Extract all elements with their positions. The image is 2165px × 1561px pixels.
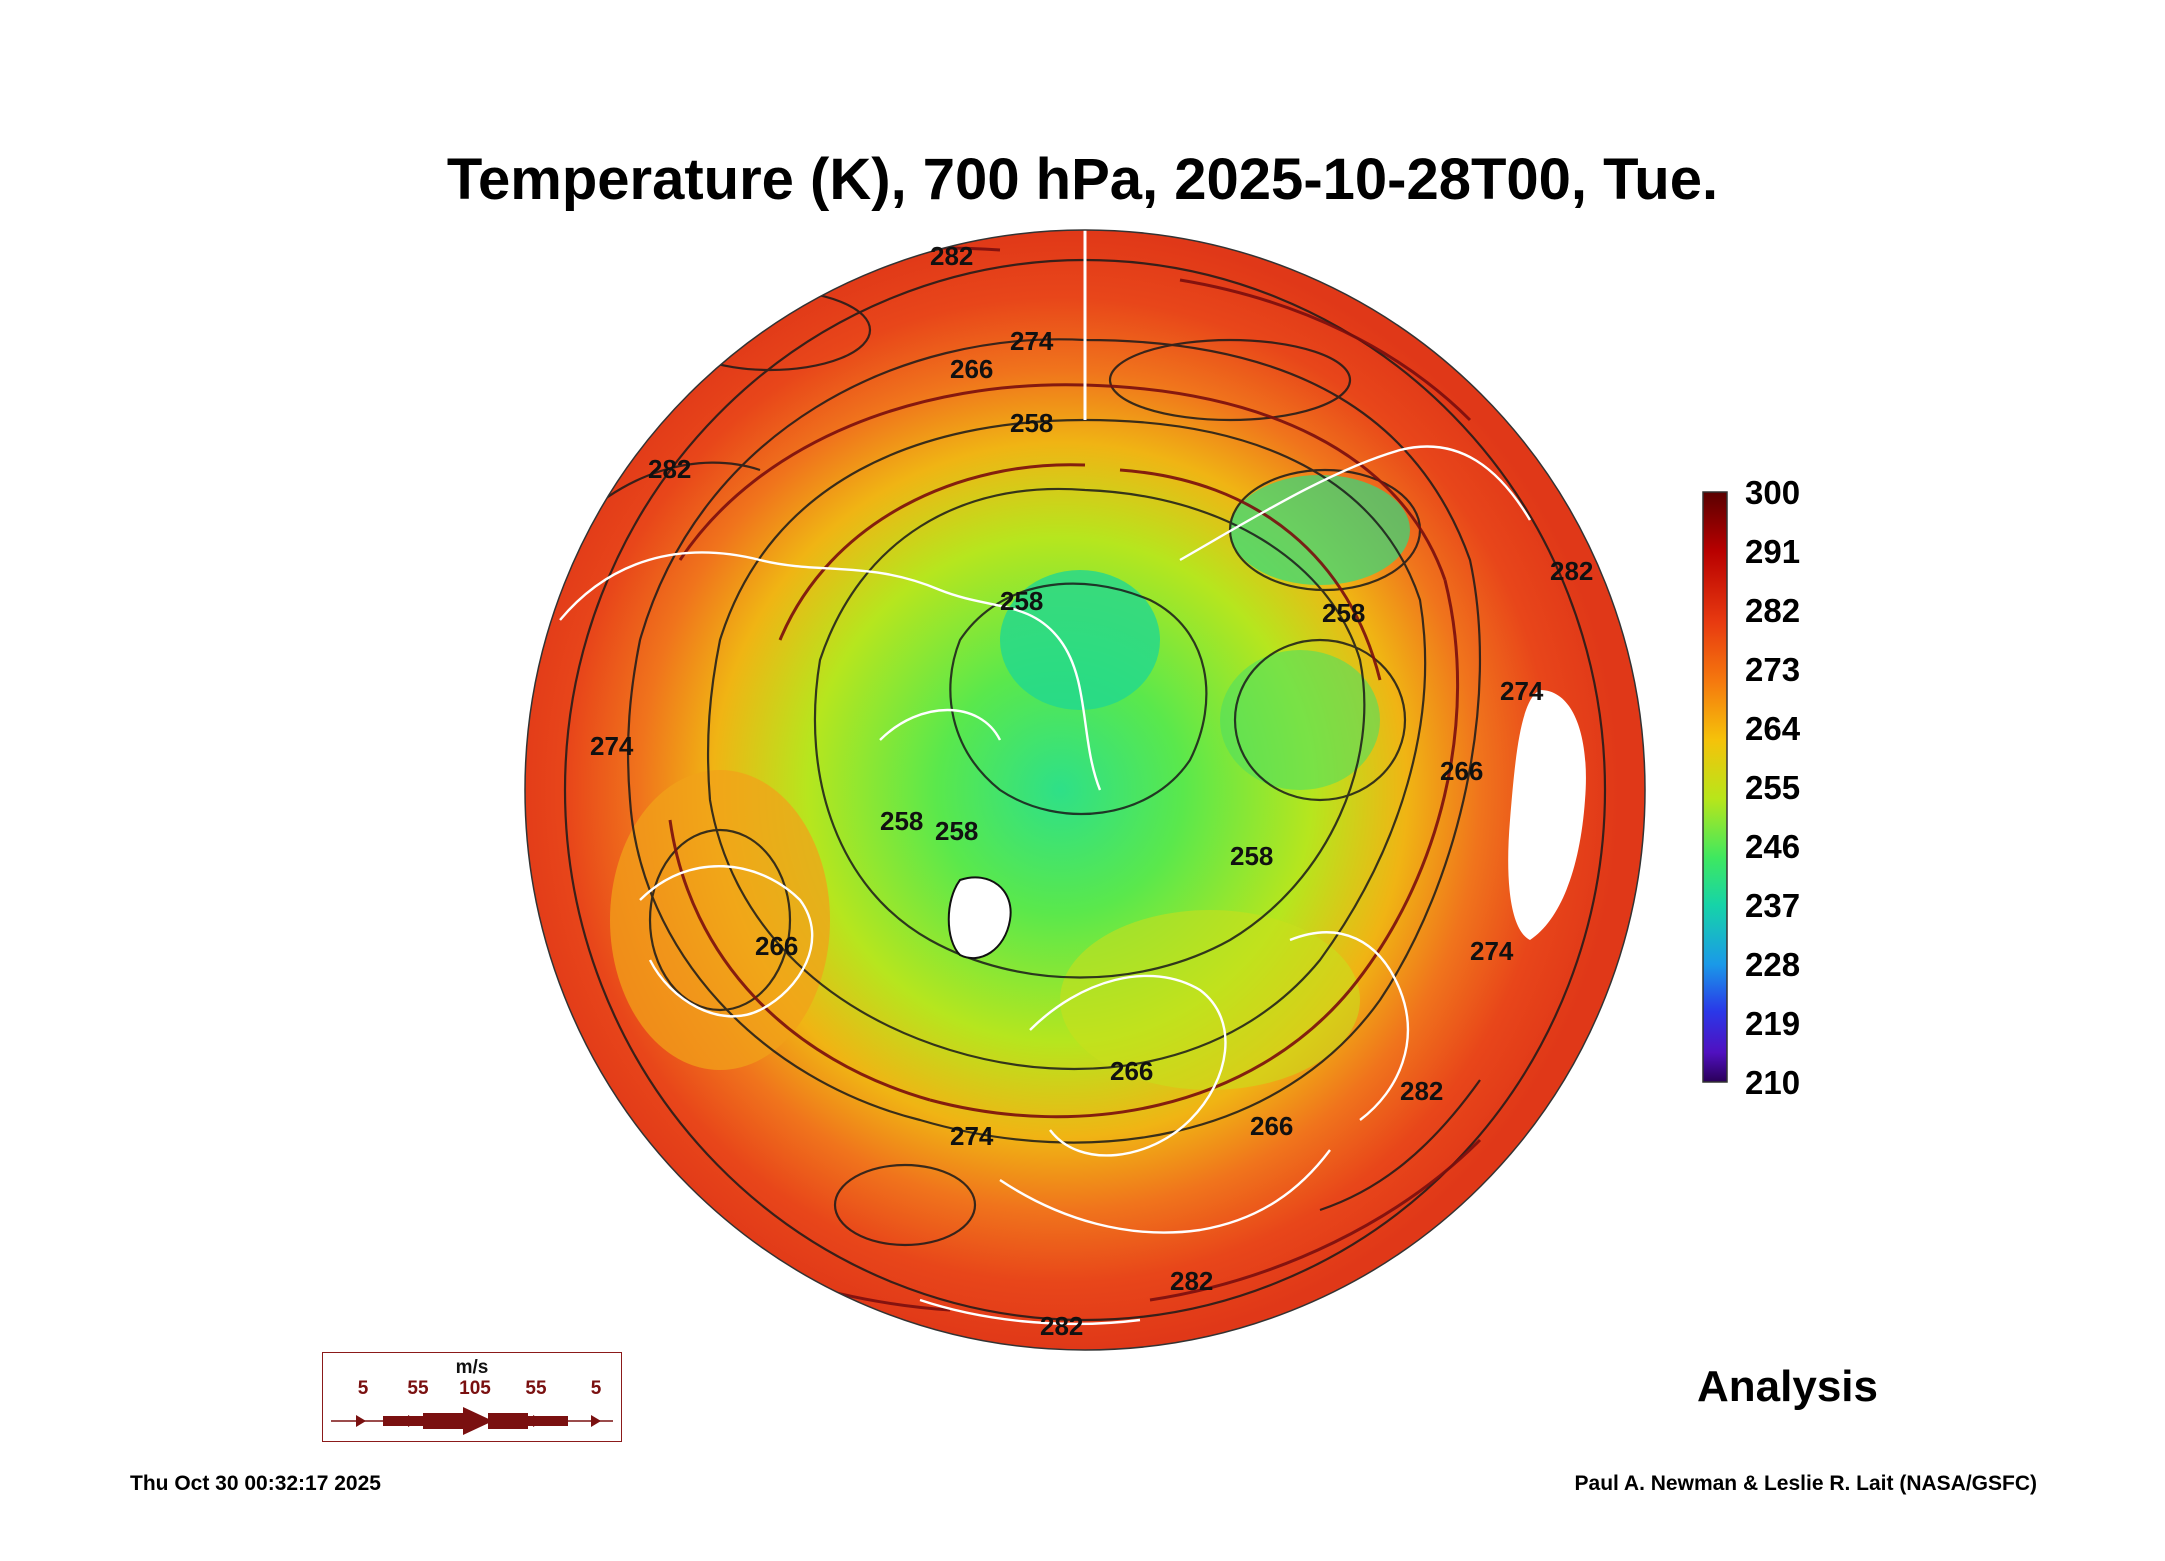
cold-region bbox=[1000, 570, 1160, 710]
ice-sheet bbox=[947, 876, 1012, 960]
colorbar-tick-label: 228 bbox=[1745, 946, 1800, 983]
contour-label: 266 bbox=[1110, 1056, 1153, 1086]
contour-label: 274 bbox=[1500, 676, 1544, 706]
colorbar-tick-label: 282 bbox=[1745, 592, 1800, 629]
wind-legend-value: 5 bbox=[357, 1378, 369, 1399]
contour-labels: 282 274 266 258 282 258 258 274 266 274 … bbox=[590, 241, 1593, 1341]
warm-region bbox=[610, 770, 830, 1070]
product-label: Analysis bbox=[1697, 1362, 1878, 1411]
wind-legend-value: 5 bbox=[590, 1378, 602, 1399]
contour-label: 274 bbox=[1470, 936, 1514, 966]
wind-legend-value: 105 bbox=[459, 1378, 491, 1399]
contour-label: 258 bbox=[1010, 408, 1053, 438]
colorbar-tick-label: 246 bbox=[1745, 828, 1800, 865]
contour-label: 266 bbox=[755, 931, 798, 961]
wind-legend-arrow bbox=[331, 1407, 613, 1435]
missing-data-region bbox=[1508, 690, 1586, 940]
contour-label: 282 bbox=[1400, 1076, 1443, 1106]
colorbar-tick-label: 273 bbox=[1745, 651, 1800, 688]
contour-label: 258 bbox=[1230, 841, 1273, 871]
contour-label: 274 bbox=[950, 1121, 994, 1151]
wind-legend-unit: m/s bbox=[455, 1357, 489, 1378]
colorbar-tick-label: 210 bbox=[1745, 1064, 1800, 1101]
contour-label: 282 bbox=[1170, 1266, 1213, 1296]
coastlines bbox=[559, 445, 1532, 1326]
contour-label: 266 bbox=[1250, 1111, 1293, 1141]
timestamp: Thu Oct 30 00:32:17 2025 bbox=[130, 1472, 381, 1495]
wind-legend-value: 55 bbox=[525, 1378, 547, 1399]
colorbar-ticks: 300 291 282 273 264 255 246 237 228 219 … bbox=[1745, 474, 1801, 1101]
colorbar-tick-label: 219 bbox=[1745, 1005, 1800, 1042]
colorbar-tick-label: 237 bbox=[1745, 887, 1800, 924]
contour-label: 282 bbox=[1550, 556, 1593, 586]
contour-label: 274 bbox=[1010, 326, 1054, 356]
colorbar bbox=[1702, 491, 1728, 1083]
contour-label: 266 bbox=[950, 354, 993, 384]
globe-outline bbox=[524, 229, 1646, 1351]
credit: Paul A. Newman & Leslie R. Lait (NASA/GS… bbox=[1574, 1472, 2037, 1495]
contour-label: 258 bbox=[935, 816, 978, 846]
wind-speed-legend: m/s 5 55 105 55 5 bbox=[322, 1352, 622, 1442]
colorbar-tick-label: 264 bbox=[1745, 710, 1801, 747]
cold-region bbox=[1230, 475, 1410, 585]
page-title: Temperature (K), 700 hPa, 2025-10-28T00,… bbox=[446, 147, 1719, 212]
colorbar-tick-label: 300 bbox=[1745, 474, 1800, 511]
contour-label: 282 bbox=[648, 454, 691, 484]
contour-label: 258 bbox=[1000, 586, 1043, 616]
contour-label: 282 bbox=[1040, 1311, 1083, 1341]
cold-region bbox=[1220, 650, 1380, 790]
contour-label: 258 bbox=[1322, 598, 1365, 628]
contour-label: 282 bbox=[930, 241, 973, 271]
contour-label: 258 bbox=[880, 806, 923, 836]
colorbar-tick-label: 291 bbox=[1745, 533, 1800, 570]
wind-legend-value: 55 bbox=[407, 1378, 429, 1399]
colorbar-tick-label: 255 bbox=[1745, 769, 1800, 806]
contour-label: 266 bbox=[1440, 756, 1483, 786]
contour-label: 274 bbox=[590, 731, 634, 761]
